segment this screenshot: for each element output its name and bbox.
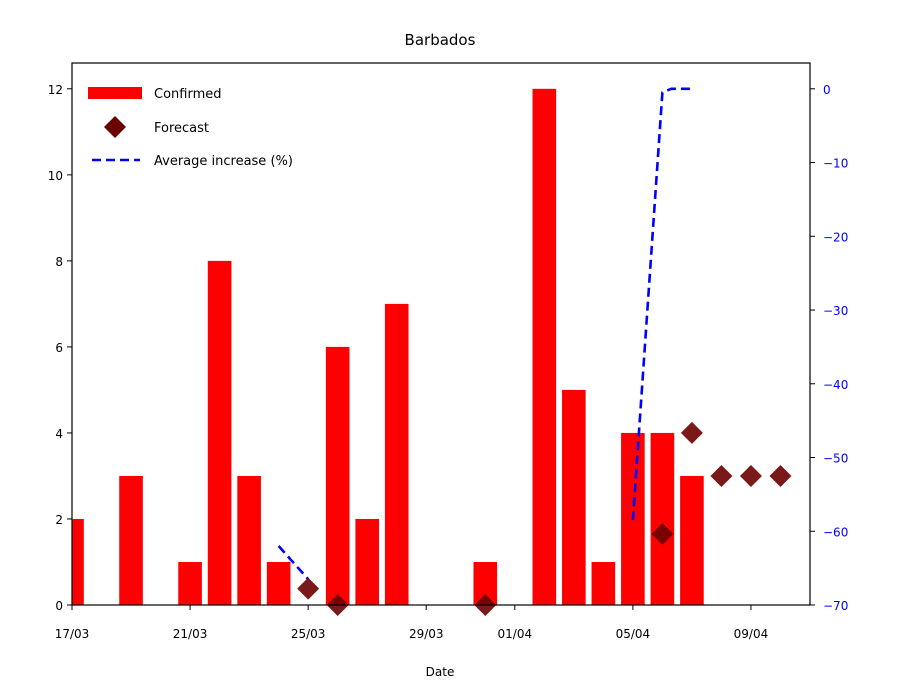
legend-label-confirmed: Confirmed xyxy=(154,87,222,102)
forecast-point xyxy=(297,577,320,600)
legend: Confirmed Forecast Average increase (%) xyxy=(88,87,293,169)
confirmed-bar xyxy=(650,432,675,605)
average-line-group xyxy=(277,87,692,581)
forecast-points-group xyxy=(297,421,792,616)
x-tick-label: 21/03 xyxy=(173,627,208,641)
legend-label-average: Average increase (%) xyxy=(154,154,293,169)
confirmed-bar xyxy=(680,475,704,605)
average-increase-line xyxy=(631,87,692,521)
confirmed-bar xyxy=(591,561,616,605)
legend-label-forecast: Forecast xyxy=(154,121,209,136)
confirmed-bar xyxy=(207,260,232,605)
confirmed-bar xyxy=(562,389,586,605)
confirmed-bar xyxy=(72,518,84,605)
confirmed-bar xyxy=(178,561,202,605)
right-axis-ticks: 0 −10 −20 −30 −40 −50 −60 −70 xyxy=(810,83,848,613)
y-tick-label: 12 xyxy=(48,83,63,97)
x-tick-label: 05/04 xyxy=(616,627,651,641)
y-tick-label: 2 xyxy=(55,513,63,527)
y2-tick-label: −50 xyxy=(823,452,848,466)
x-tick-label: 09/04 xyxy=(734,627,769,641)
confirmed-bar xyxy=(237,475,261,605)
y-tick-label: 4 xyxy=(55,427,63,441)
confirmed-bar xyxy=(532,88,557,605)
confirmed-bar xyxy=(119,475,143,605)
x-tick-label: 25/03 xyxy=(291,627,326,641)
chart-title: Barbados xyxy=(405,31,476,49)
y2-tick-label: −30 xyxy=(823,304,848,318)
plot-frame xyxy=(71,62,811,606)
y2-tick-label: −40 xyxy=(823,378,848,392)
y2-tick-label: −70 xyxy=(823,599,848,613)
confirmed-bar xyxy=(266,561,291,605)
forecast-point xyxy=(739,464,762,487)
forecast-point xyxy=(680,421,703,444)
legend-swatch-forecast xyxy=(104,116,126,138)
y-tick-label: 10 xyxy=(48,169,63,183)
left-axis-ticks: 0 2 4 6 8 10 12 xyxy=(48,83,72,613)
bars-group xyxy=(72,88,704,605)
y2-tick-label: −20 xyxy=(823,230,848,244)
legend-swatch-confirmed xyxy=(88,87,142,99)
confirmed-bar xyxy=(355,518,380,605)
confirmed-bar xyxy=(325,346,350,605)
y-tick-label: 8 xyxy=(55,255,63,269)
x-axis-ticks: 17/03 21/03 25/03 29/03 01/04 05/04 09/04 xyxy=(55,605,769,641)
x-axis-label: Date xyxy=(426,665,455,679)
forecast-point xyxy=(769,464,792,487)
confirmed-bar xyxy=(384,303,409,605)
y2-tick-label: 0 xyxy=(823,83,831,97)
confirmed-bar xyxy=(473,561,498,605)
x-tick-label: 01/04 xyxy=(498,627,533,641)
x-tick-label: 29/03 xyxy=(409,627,444,641)
average-increase-line xyxy=(277,545,310,581)
y2-tick-label: −60 xyxy=(823,525,848,539)
y-tick-label: 0 xyxy=(55,599,63,613)
x-tick-label: 17/03 xyxy=(55,627,90,641)
forecast-point xyxy=(651,523,674,546)
y-tick-label: 6 xyxy=(55,341,63,355)
y2-tick-label: −10 xyxy=(823,157,848,171)
forecast-point xyxy=(710,464,733,487)
